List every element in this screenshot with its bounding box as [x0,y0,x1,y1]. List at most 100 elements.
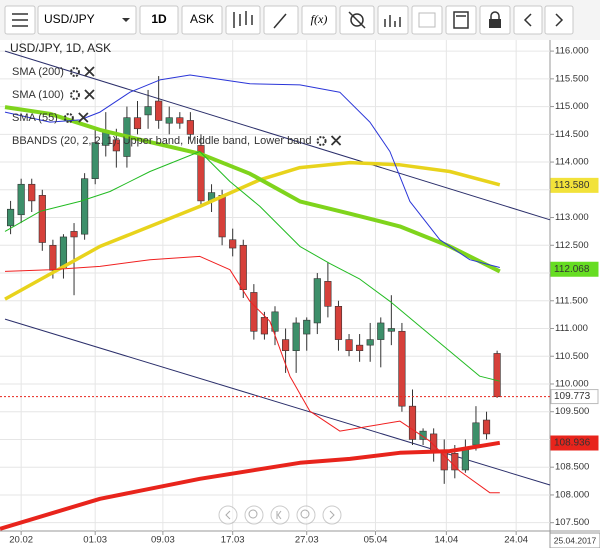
legend-separator: , [247,135,250,147]
magnet-button[interactable] [339,5,375,35]
legend-entry[interactable]: SMA (55) [12,112,58,124]
candle-body [461,447,469,471]
candle-body [451,453,459,471]
y-tick-label: 110.500 [555,351,589,362]
fx-label: f(x) [311,12,328,26]
zoom-out[interactable] [244,505,264,525]
candle-body [165,117,173,124]
trendline [4,318,551,486]
candle-body [70,231,78,238]
y-tick-label: 115.500 [555,73,589,84]
legend-entry[interactable]: Lower band [254,135,312,147]
volume-button[interactable] [377,5,409,35]
cursor-date: 25.04.2017 [554,535,597,545]
candle-body [6,208,15,227]
candle-body [38,195,46,243]
candle-body [281,339,290,351]
y-tick-label: 107.500 [555,517,589,528]
candle-body [292,322,300,351]
settings-icon[interactable] [69,90,80,100]
price-tag [550,177,599,193]
legend-entry[interactable]: Middle band [187,135,247,147]
candle-body [345,339,353,351]
remove-icon[interactable] [330,135,342,146]
candle-body [377,322,385,340]
remove-icon[interactable] [78,112,89,123]
y-tick-label: 116.000 [555,46,589,57]
y-tick-label: 115.000 [555,101,589,112]
chart-type-button[interactable] [225,5,261,35]
draw-button[interactable] [263,5,299,35]
price-tag [550,389,599,405]
candle-body [324,281,332,307]
lock-button[interactable] [479,5,511,35]
candle-body [482,419,491,435]
candle-body [398,330,406,407]
candle-body [229,239,237,249]
reset[interactable] [270,505,290,525]
settings-icon[interactable] [63,113,74,123]
price-tag-label: 112.068 [554,264,590,275]
y-tick-label: 108.500 [555,462,589,473]
candle-body [313,278,321,324]
candle-body [493,353,501,398]
cursor-date-box [549,532,600,548]
chart-title: USD/JPY, 1D, ASK [10,41,111,55]
y-tick-label: 112.500 [555,240,589,251]
x-tick-label: 17.03 [221,535,245,546]
legend-entry[interactable]: Upper band [123,135,181,147]
candle-body [133,117,142,130]
y-tick-label: 114.500 [555,129,589,140]
candle-body [334,306,343,340]
interval-button[interactable]: 1D [139,5,179,35]
trendline [4,50,551,221]
candle-body [239,244,247,290]
candle-body [17,183,25,216]
indicator-line [4,105,501,274]
calculator-button[interactable] [445,5,477,35]
indicator-line [4,255,500,494]
candle-body [176,117,184,124]
candle-body [28,183,36,202]
legend-separator: , [180,135,183,147]
y-tick-label: 109.500 [555,406,589,417]
scroll-right[interactable] [322,505,342,525]
candle-body [366,339,374,346]
remove-icon[interactable] [84,89,95,100]
symbol-button[interactable]: USD/JPY [37,5,137,35]
candle-body [186,120,194,135]
settings-icon[interactable] [316,136,327,146]
indicator-button[interactable]: f(x) [301,5,337,35]
candle-body [59,236,68,268]
candle-body [303,319,311,335]
settings-icon[interactable] [69,67,80,77]
next-button[interactable] [544,5,574,35]
candle-body [112,139,120,152]
y-tick-label: 110.000 [555,378,589,389]
calendar-button[interactable] [411,5,443,35]
prev-button[interactable] [513,5,543,35]
nav-buttons [218,505,342,525]
legend-entry[interactable]: SMA (200) [12,66,64,78]
y-tick-label: 113.000 [555,212,589,223]
zoom-in[interactable] [296,505,316,525]
legend-entry[interactable]: SMA (100) [12,89,64,101]
remove-icon[interactable] [84,66,95,77]
indicator-line [4,151,500,382]
scroll-left[interactable] [218,505,238,525]
x-tick-label: 24.04 [504,535,528,546]
indicator-line [4,74,500,268]
y-tick-label: 108.000 [555,489,589,500]
candle-body [218,195,226,238]
price-tag-label: 109.773 [554,391,591,402]
price-tag [550,261,599,277]
candle-body [408,405,417,440]
price-side: ASK [190,12,214,26]
candle-body [250,292,258,332]
interval: 1D [151,12,167,26]
side-button[interactable]: ASK [181,5,223,35]
price-tag [550,435,599,451]
menu-button[interactable] [4,5,36,35]
candle-body [472,422,480,446]
